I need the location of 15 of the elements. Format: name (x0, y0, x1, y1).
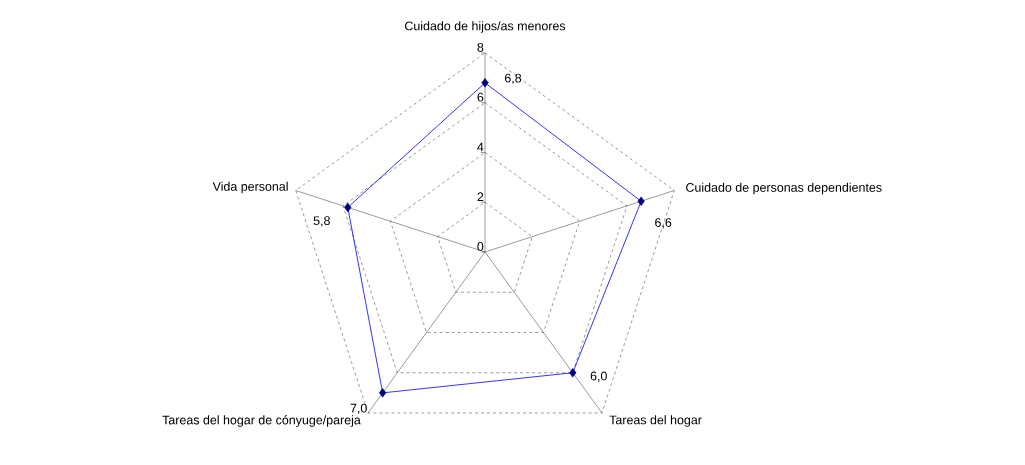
spoke-label: Tareas del hogar (609, 415, 702, 427)
y-tick-label: 0 (477, 241, 484, 251)
spoke-label: Cuidado de hijos/as menores (404, 21, 566, 33)
data-label: 6,6 (655, 218, 672, 229)
y-tick-label: 4 (477, 142, 484, 152)
data-label: 6,0 (590, 371, 607, 382)
y-tick-label: 8 (477, 42, 484, 52)
spoke-label: Cuidado de personas dependientes (686, 182, 882, 195)
spoke-label: Tareas del hogar de cónyuge/pareja (162, 415, 361, 427)
data-label: 5,8 (313, 216, 330, 227)
spoke-label: Vida personal (212, 181, 288, 194)
y-tick-label: 2 (477, 192, 484, 202)
data-label: 6,8 (504, 73, 522, 84)
data-label: 7,0 (350, 403, 367, 415)
y-tick-label: 6 (477, 92, 484, 102)
